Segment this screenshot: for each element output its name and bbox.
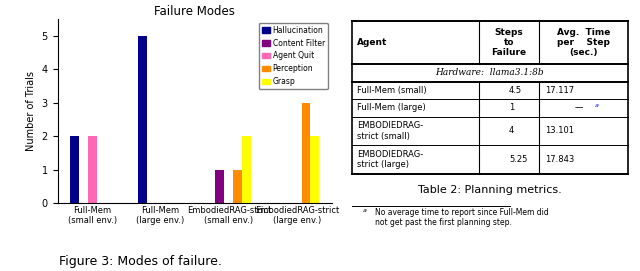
- Bar: [310, 136, 319, 203]
- Text: a: a: [595, 103, 599, 108]
- Text: a: a: [363, 208, 367, 213]
- Text: Table 2: Planning metrics.: Table 2: Planning metrics.: [418, 185, 561, 195]
- Text: No average time to report since Full-Mem did
not get past the first planning ste: No average time to report since Full-Mem…: [374, 208, 548, 227]
- Text: Hardware:  llama3.1:8b: Hardware: llama3.1:8b: [435, 68, 544, 78]
- Bar: [233, 170, 242, 203]
- Text: Steps
to
Failure: Steps to Failure: [492, 28, 527, 57]
- Text: 4.5: 4.5: [509, 86, 522, 95]
- Text: 5.25: 5.25: [509, 155, 527, 164]
- Bar: [70, 136, 79, 203]
- Text: Agent: Agent: [357, 38, 388, 47]
- Title: Failure Modes: Failure Modes: [154, 5, 235, 18]
- Text: 1: 1: [509, 103, 515, 112]
- Text: EMBODIEDRAG-
strict (small): EMBODIEDRAG- strict (small): [357, 121, 424, 141]
- Y-axis label: Number of Trials: Number of Trials: [26, 71, 36, 151]
- Bar: [242, 136, 251, 203]
- Text: Full-Mem (small): Full-Mem (small): [357, 86, 427, 95]
- Legend: Hallucination, Content Filter, Agent Quit, Perception, Grasp: Hallucination, Content Filter, Agent Qui…: [259, 23, 328, 89]
- Text: 13.101: 13.101: [545, 126, 574, 136]
- Bar: [138, 36, 147, 203]
- Text: 17.117: 17.117: [545, 86, 574, 95]
- Text: Figure 3: Modes of failure.: Figure 3: Modes of failure.: [60, 255, 222, 268]
- Text: 17.843: 17.843: [545, 155, 575, 164]
- Bar: [88, 136, 97, 203]
- Text: 4: 4: [509, 126, 515, 136]
- Text: EMBODIEDRAG-
strict (large): EMBODIEDRAG- strict (large): [357, 150, 424, 169]
- Bar: [301, 103, 310, 203]
- Text: —: —: [575, 103, 584, 112]
- Text: Avg.  Time
per    Step
(sec.): Avg. Time per Step (sec.): [557, 28, 611, 57]
- Text: Full-Mem (large): Full-Mem (large): [357, 103, 426, 112]
- Bar: [216, 170, 225, 203]
